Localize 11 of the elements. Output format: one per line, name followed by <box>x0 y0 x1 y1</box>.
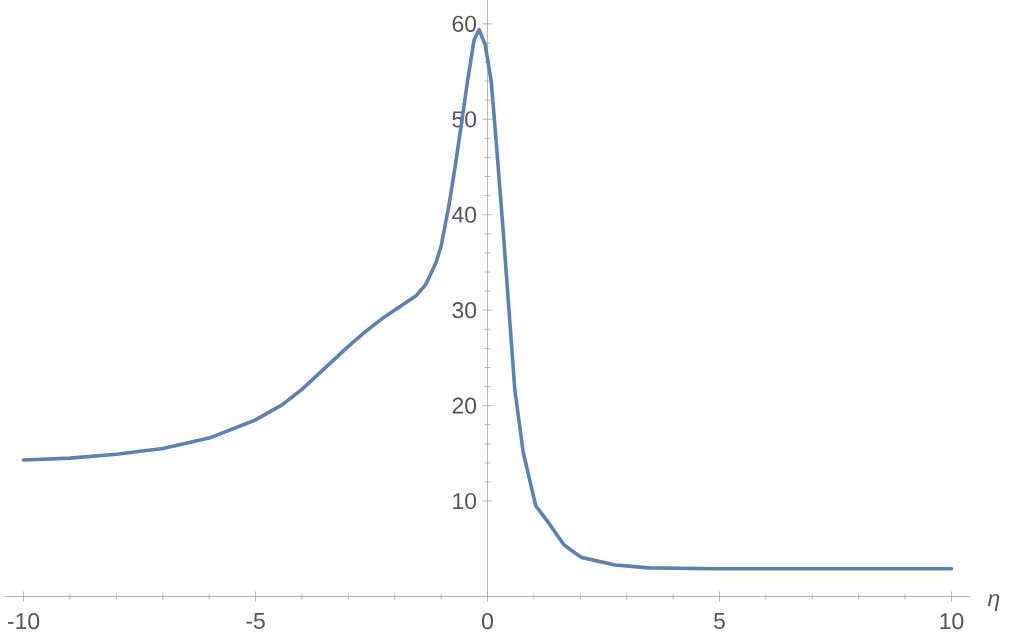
y-tick-label: 10 <box>453 492 477 510</box>
x-tick-label: 0 <box>482 613 493 630</box>
x-tick-label: 5 <box>714 613 725 629</box>
y-tick-label: 20 <box>452 397 477 414</box>
y-tick-label: 40 <box>452 206 477 223</box>
x-tick-label: -10 <box>8 613 40 630</box>
y-tick-label: 30 <box>452 302 477 319</box>
x-axis-title: η <box>987 593 1000 612</box>
x-tick-label: 10 <box>940 613 964 630</box>
y-tick-label: 60 <box>452 15 477 32</box>
x-tick-label: -5 <box>246 613 265 629</box>
